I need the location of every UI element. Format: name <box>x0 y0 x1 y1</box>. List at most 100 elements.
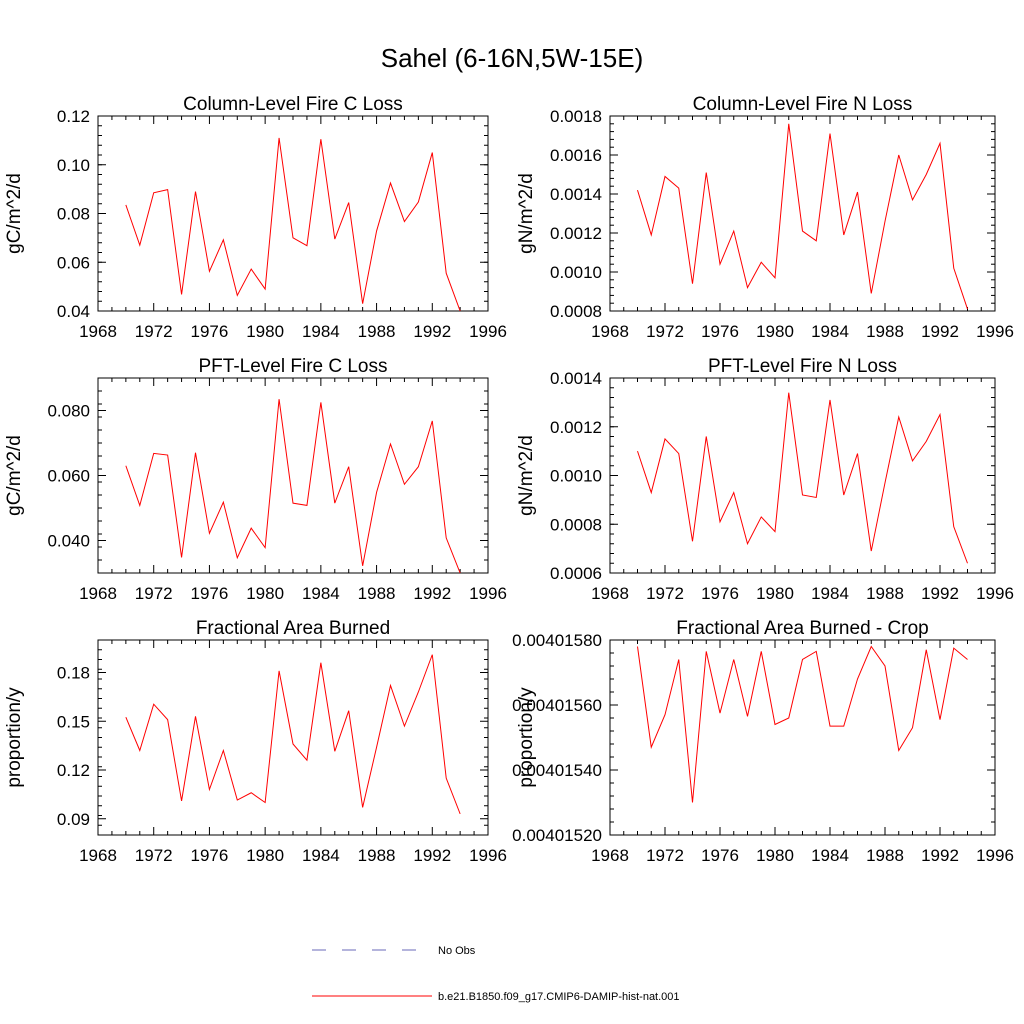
legend-item-2: b.e21.B1850.f09_g17.CMIP6-DAMIP-hist-nat… <box>312 991 680 1003</box>
chart-panel-6: Fractional Area Burned - Crop proportion/… <box>512 618 1014 865</box>
x-tick-label: 1976 <box>701 846 739 865</box>
x-tick-label: 1992 <box>413 584 451 603</box>
y-tick-label: 0.09 <box>57 810 90 829</box>
y-tick-label: 0.0012 <box>550 224 602 243</box>
x-tick-label: 1972 <box>135 846 173 865</box>
x-tick-label: 1968 <box>79 322 117 341</box>
y-axis-label: gC/m^2/d <box>4 173 25 254</box>
x-tick-label: 1968 <box>591 322 629 341</box>
x-tick-label: 1992 <box>921 322 959 341</box>
x-tick-label: 1976 <box>701 584 739 603</box>
x-tick-label: 1976 <box>701 322 739 341</box>
legend-label: b.e21.B1850.f09_g17.CMIP6-DAMIP-hist-nat… <box>438 991 680 1003</box>
x-tick-label: 1968 <box>79 846 117 865</box>
chart-panel-3: PFT-Level Fire C Loss gC/m^2/d 1968 1972 197… <box>4 356 507 603</box>
y-tick-label: 0.060 <box>47 467 90 486</box>
y-tick-label: 0.0014 <box>550 369 602 388</box>
x-tick-label: 1968 <box>591 584 629 603</box>
x-tick-label: 1984 <box>811 322 849 341</box>
y-tick-label: 0.18 <box>57 664 90 683</box>
x-tick-label: 1996 <box>976 584 1014 603</box>
y-tick-label: 0.0010 <box>550 263 602 282</box>
chart-title: Column-Level Fire C Loss <box>183 94 403 115</box>
x-tick-label: 1988 <box>866 584 904 603</box>
y-tick-label: 0.15 <box>57 712 90 731</box>
panels: Column-Level Fire C Loss gC/m^2/d 1968 1972… <box>4 94 1014 865</box>
main-title: Sahel (6-16N,5W-15E) <box>381 43 644 73</box>
y-tick-label: 0.12 <box>57 761 90 780</box>
x-tick-label: 1988 <box>358 322 396 341</box>
y-tick-label: 0.00401580 <box>512 631 602 650</box>
y-tick-label: 0.0008 <box>550 302 602 321</box>
y-tick-label: 0.08 <box>57 205 90 224</box>
x-tick-label: 1992 <box>413 322 451 341</box>
y-tick-label: 0.06 <box>57 253 90 272</box>
chart-panel-1: Column-Level Fire C Loss gC/m^2/d 1968 1972… <box>4 94 507 341</box>
x-tick-label: 1992 <box>921 584 959 603</box>
y-tick-label: 0.0018 <box>550 107 602 126</box>
x-tick-label: 1996 <box>976 322 1014 341</box>
series-line-1 <box>637 645 968 803</box>
x-tick-label: 1996 <box>976 846 1014 865</box>
y-tick-label: 0.0010 <box>550 467 602 486</box>
y-axis-label: gN/m^2/d <box>516 435 537 516</box>
x-tick-label: 1988 <box>358 846 396 865</box>
x-tick-label: 1996 <box>469 322 507 341</box>
x-tick-label: 1972 <box>135 584 173 603</box>
y-tick-label: 0.04 <box>57 302 90 321</box>
series-line-1 <box>125 137 461 311</box>
x-tick-label: 1984 <box>811 846 849 865</box>
y-axis-label: gN/m^2/d <box>516 173 537 254</box>
x-tick-label: 1996 <box>469 846 507 865</box>
y-tick-label: 0.080 <box>47 402 90 421</box>
chart-title: PFT-Level Fire N Loss <box>708 356 897 377</box>
y-tick-label: 0.0012 <box>550 418 602 437</box>
legend-label: No Obs <box>438 945 476 957</box>
x-tick-label: 1984 <box>302 584 340 603</box>
x-tick-label: 1984 <box>302 322 340 341</box>
x-tick-label: 1992 <box>921 846 959 865</box>
chart-title: Column-Level Fire N Loss <box>693 94 913 115</box>
x-tick-label: 1980 <box>246 322 284 341</box>
x-tick-label: 1980 <box>756 846 794 865</box>
series-line-1 <box>125 399 461 573</box>
chart-panel-5: Fractional Area Burned proportion/y 1968 19… <box>4 618 507 865</box>
series-line-1 <box>125 654 461 815</box>
y-tick-label: 0.00401520 <box>512 826 602 845</box>
y-tick-label: 0.0016 <box>550 146 602 165</box>
x-tick-label: 1968 <box>79 584 117 603</box>
x-tick-label: 1996 <box>469 584 507 603</box>
x-tick-label: 1988 <box>866 322 904 341</box>
legend-item-1: No Obs <box>312 945 476 957</box>
x-tick-label: 1968 <box>591 846 629 865</box>
x-tick-label: 1976 <box>191 846 229 865</box>
chart-title: Fractional Area Burned - Crop <box>676 618 928 639</box>
chart-title: Fractional Area Burned <box>196 618 390 639</box>
x-tick-label: 1984 <box>811 584 849 603</box>
x-tick-label: 1984 <box>302 846 340 865</box>
x-tick-label: 1972 <box>135 322 173 341</box>
x-tick-label: 1976 <box>191 322 229 341</box>
x-tick-label: 1972 <box>646 584 684 603</box>
y-tick-label: 0.00401540 <box>512 761 602 780</box>
y-axis-label: gC/m^2/d <box>4 435 25 516</box>
x-tick-label: 1972 <box>646 846 684 865</box>
y-tick-label: 0.0006 <box>550 564 602 583</box>
y-tick-label: 0.10 <box>57 156 90 175</box>
y-tick-label: 0.12 <box>57 107 90 126</box>
x-tick-label: 1980 <box>756 584 794 603</box>
x-tick-label: 1980 <box>246 846 284 865</box>
x-tick-label: 1980 <box>756 322 794 341</box>
legend: No Obs b.e21.B1850.f09_g17.CMIP6-DAMIP-hi… <box>312 945 680 1003</box>
y-tick-label: 0.0008 <box>550 515 602 534</box>
chart-panel-2: Column-Level Fire N Loss gN/m^2/d 1968 1972… <box>516 94 1014 341</box>
x-tick-label: 1980 <box>246 584 284 603</box>
series-line-1 <box>637 123 968 310</box>
chart-panel-4: PFT-Level Fire N Loss gN/m^2/d 1968 1972 197… <box>516 356 1014 603</box>
x-tick-label: 1972 <box>646 322 684 341</box>
y-axis-label: proportion/y <box>516 687 537 788</box>
y-tick-label: 0.040 <box>47 532 90 551</box>
x-tick-label: 1988 <box>358 584 396 603</box>
